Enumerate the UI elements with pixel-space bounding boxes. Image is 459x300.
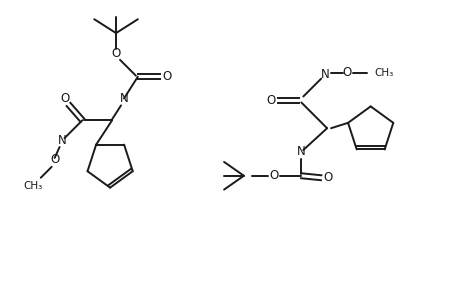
Text: O: O [50,153,59,167]
Text: O: O [341,66,351,79]
Text: N: N [119,92,128,105]
Text: N: N [297,146,305,158]
Text: O: O [111,47,120,60]
Text: N: N [58,134,67,147]
Text: N: N [320,68,329,81]
Text: O: O [162,70,171,83]
Text: O: O [265,94,274,107]
Text: CH₃: CH₃ [374,68,393,78]
Text: O: O [323,171,332,184]
Text: O: O [269,169,278,182]
Text: CH₃: CH₃ [23,181,42,191]
Text: O: O [60,92,69,105]
